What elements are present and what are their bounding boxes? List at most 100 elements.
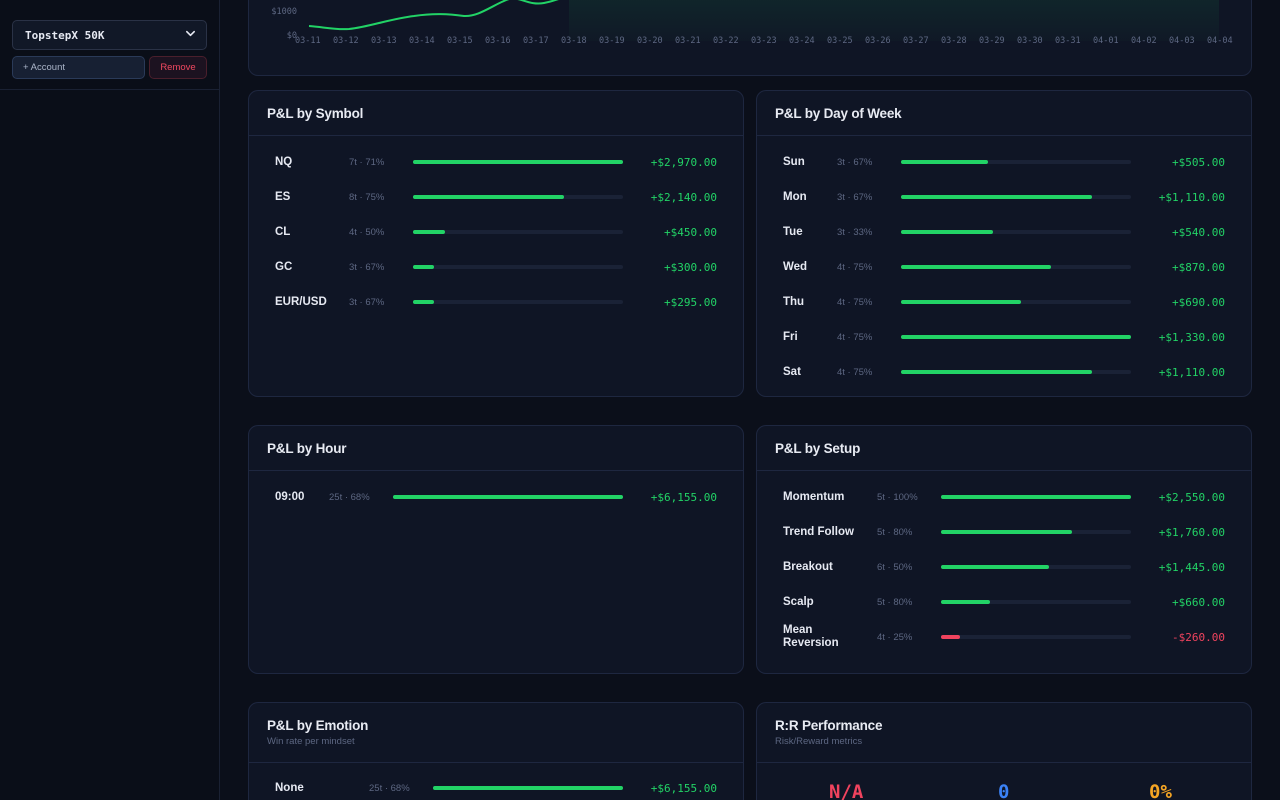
row-label: Wed [783, 260, 808, 273]
row-bar-track [941, 565, 1131, 569]
x-tick-label: 03-14 [409, 36, 435, 46]
card-subtitle: Risk/Reward metrics [775, 736, 863, 747]
x-tick-label: 03-22 [713, 36, 739, 46]
account-select[interactable]: TopstepX 50K [12, 20, 207, 50]
row-value: +$505.00 [1172, 155, 1225, 169]
x-tick-label: 03-12 [333, 36, 359, 46]
row-value: +$1,110.00 [1158, 365, 1225, 379]
row-label: ES [275, 190, 291, 203]
row-bar-track [413, 265, 623, 269]
card-title: P&L by Emotion [267, 718, 369, 733]
card-title: P&L by Day of Week [775, 106, 902, 121]
row-meta: 8t · 75% [349, 191, 385, 203]
row-label: EUR/USD [275, 295, 327, 308]
row-bar-fill [433, 786, 623, 790]
row-label: None [275, 781, 304, 794]
pnl-row: None 25t · 68% +$6,155.00 [249, 778, 743, 798]
pnl-row: Mon 3t · 67% +$1,110.00 [757, 187, 1251, 207]
row-label: Thu [783, 295, 805, 308]
card-title: P&L by Setup [775, 441, 861, 456]
x-tick-label: 03-13 [371, 36, 397, 46]
card-title: R:R Performance [775, 718, 883, 733]
row-bar-fill [941, 495, 1131, 499]
x-tick-label: 03-19 [599, 36, 625, 46]
row-bar-track [941, 635, 1131, 639]
card-title: P&L by Hour [267, 441, 347, 456]
row-bar-fill [941, 600, 991, 604]
row-bar-fill [901, 335, 1131, 339]
row-bar-fill [941, 530, 1073, 534]
row-value: +$6,155.00 [650, 781, 717, 795]
add-account-button[interactable]: + Account [12, 56, 145, 79]
row-value: +$660.00 [1172, 595, 1225, 609]
row-bar-track [901, 195, 1131, 199]
row-label: 09:00 [275, 490, 305, 503]
row-label: Mon [783, 190, 807, 203]
card-header: R:R Performance Risk/Reward metrics [757, 703, 1251, 763]
card-header: P&L by Symbol [249, 91, 743, 136]
row-value: +$450.00 [664, 225, 717, 239]
row-value: -$260.00 [1172, 630, 1225, 644]
row-value: +$300.00 [664, 260, 717, 274]
row-label: Sun [783, 155, 805, 168]
row-meta: 4t · 75% [837, 296, 873, 308]
pnl-row: Wed 4t · 75% +$870.00 [757, 257, 1251, 277]
row-label: Momentum [783, 490, 845, 503]
row-label: Sat [783, 365, 801, 378]
row-bar-fill [901, 300, 1021, 304]
row-bar-track [413, 160, 623, 164]
row-meta: 4t · 75% [837, 331, 873, 343]
row-meta: 3t · 67% [349, 296, 385, 308]
remove-account-button[interactable]: Remove [149, 56, 207, 79]
x-tick-label: 03-18 [561, 36, 587, 46]
row-bar-track [413, 300, 623, 304]
pnl-by-symbol-card: P&L by Symbol NQ 7t · 71% +$2,970.00 ES 8t ·… [248, 90, 744, 397]
row-meta: 25t · 68% [329, 491, 370, 503]
row-label: Mean Reversion [783, 624, 839, 649]
sidebar: TopstepX 50K + Account Remove [0, 0, 220, 800]
pnl-row: Mean Reversion 4t · 25% -$260.00 [757, 624, 1251, 649]
row-meta: 4t · 75% [837, 261, 873, 273]
account-select-value: TopstepX 50K [25, 28, 105, 42]
x-tick-label: 04-03 [1169, 36, 1195, 46]
row-bar-track [433, 786, 623, 790]
pnl-row: Thu 4t · 75% +$690.00 [757, 292, 1251, 312]
x-tick-label: 03-17 [523, 36, 549, 46]
row-bar-fill [901, 370, 1092, 374]
rr-stat-hit-rate: 0% [1149, 781, 1172, 800]
sidebar-divider [0, 89, 220, 90]
row-bar-track [941, 495, 1131, 499]
row-bar-fill [413, 160, 623, 164]
row-label: Scalp [783, 595, 814, 608]
row-meta: 3t · 67% [349, 261, 385, 273]
row-meta: 4t · 25% [877, 631, 913, 643]
row-bar-track [901, 370, 1131, 374]
row-label: Fri [783, 330, 798, 343]
rr-stat-avg-rr: N/A [829, 781, 864, 800]
pnl-by-hour-card: P&L by Hour 09:00 25t · 68% +$6,155.00 [248, 425, 744, 674]
rr-stat-count: 0 [998, 781, 1010, 800]
row-meta: 4t · 50% [349, 226, 385, 238]
x-tick-label: 03-15 [447, 36, 473, 46]
row-bar-fill [941, 635, 960, 639]
pnl-row: CL 4t · 50% +$450.00 [249, 222, 743, 242]
pnl-row: EUR/USD 3t · 67% +$295.00 [249, 292, 743, 312]
row-value: +$1,330.00 [1158, 330, 1225, 344]
row-label: Breakout [783, 560, 833, 573]
row-value: +$6,155.00 [650, 490, 717, 504]
row-value: +$2,970.00 [650, 155, 717, 169]
x-tick-label: 03-25 [827, 36, 853, 46]
row-value: +$690.00 [1172, 295, 1225, 309]
pnl-row: Momentum 5t · 100% +$2,550.00 [757, 487, 1251, 507]
row-value: +$1,760.00 [1158, 525, 1225, 539]
row-label: GC [275, 260, 293, 273]
row-bar-fill [941, 565, 1050, 569]
x-tick-label: 03-24 [789, 36, 815, 46]
row-meta: 3t · 67% [837, 156, 873, 168]
pnl-row: GC 3t · 67% +$300.00 [249, 257, 743, 277]
row-bar-fill [901, 160, 989, 164]
x-tick-label: 03-31 [1055, 36, 1081, 46]
row-label: Trend Follow [783, 525, 854, 538]
row-value: +$2,550.00 [1158, 490, 1225, 504]
card-title: P&L by Symbol [267, 106, 364, 121]
